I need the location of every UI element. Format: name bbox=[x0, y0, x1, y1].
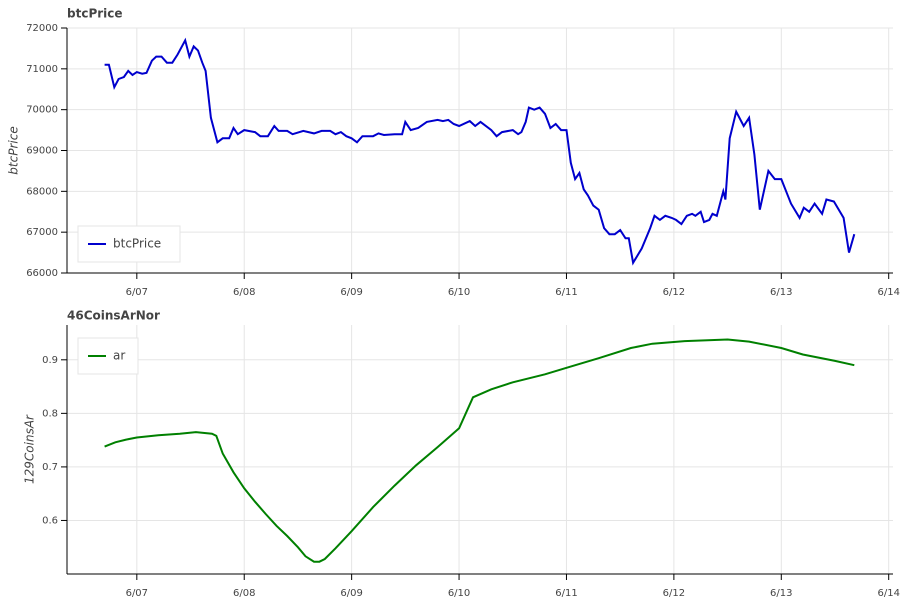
x-tick-label: 6/08 bbox=[233, 588, 255, 599]
data-line bbox=[104, 37, 856, 266]
legend-label: ar bbox=[113, 349, 125, 363]
y-tick-label: 70000 bbox=[26, 105, 58, 116]
x-tick-label: 6/10 bbox=[448, 588, 470, 599]
x-tick-label: 6/09 bbox=[340, 588, 362, 599]
y-tick-label: 72000 bbox=[26, 23, 58, 34]
y-tick-label: 0.7 bbox=[42, 462, 58, 473]
x-tick-label: 6/11 bbox=[555, 588, 577, 599]
x-tick-label: 6/14 bbox=[877, 588, 899, 599]
x-tick-label: 6/09 bbox=[340, 287, 362, 298]
x-tick-label: 6/13 bbox=[770, 588, 792, 599]
y-axis-title: 129CoinsAr bbox=[23, 414, 37, 484]
x-tick-label: 6/11 bbox=[555, 287, 577, 298]
x-tick-label: 6/07 bbox=[126, 287, 148, 298]
x-tick-label: 6/14 bbox=[877, 287, 899, 298]
y-axis-title: btcPrice bbox=[7, 126, 21, 174]
x-tick-label: 6/07 bbox=[126, 588, 148, 599]
legend: ar bbox=[77, 337, 139, 375]
chart-title: 46CoinsArNor bbox=[67, 309, 160, 323]
y-tick-label: 66000 bbox=[26, 268, 58, 279]
chart-panel: 46CoinsArNor 129CoinsAr 6/07 6/08 6/09 6/10 6/… bbox=[23, 309, 900, 600]
x-tick-label: 6/13 bbox=[770, 287, 792, 298]
chart-title: btcPrice bbox=[67, 7, 123, 21]
legend-box bbox=[77, 337, 139, 375]
x-tick-label: 6/10 bbox=[448, 287, 470, 298]
legend-label: btcPrice bbox=[113, 237, 161, 251]
y-tick-label: 0.9 bbox=[42, 355, 58, 366]
chart-panel: btcPrice btcPrice 6/07 6/08 6/09 6/10 6/11 6/12… bbox=[7, 7, 900, 299]
data-line bbox=[104, 338, 855, 563]
x-tick-label: 6/08 bbox=[233, 287, 255, 298]
y-tick-label: 0.8 bbox=[42, 408, 58, 419]
x-tick-label: 6/12 bbox=[663, 287, 685, 298]
y-tick-label: 0.6 bbox=[42, 515, 58, 526]
y-tick-label: 71000 bbox=[26, 64, 58, 75]
y-tick-label: 67000 bbox=[26, 227, 58, 238]
y-tick-label: 68000 bbox=[26, 186, 58, 197]
x-tick-label: 6/12 bbox=[663, 588, 685, 599]
y-tick-label: 69000 bbox=[26, 146, 58, 157]
legend: btcPrice bbox=[77, 225, 181, 263]
